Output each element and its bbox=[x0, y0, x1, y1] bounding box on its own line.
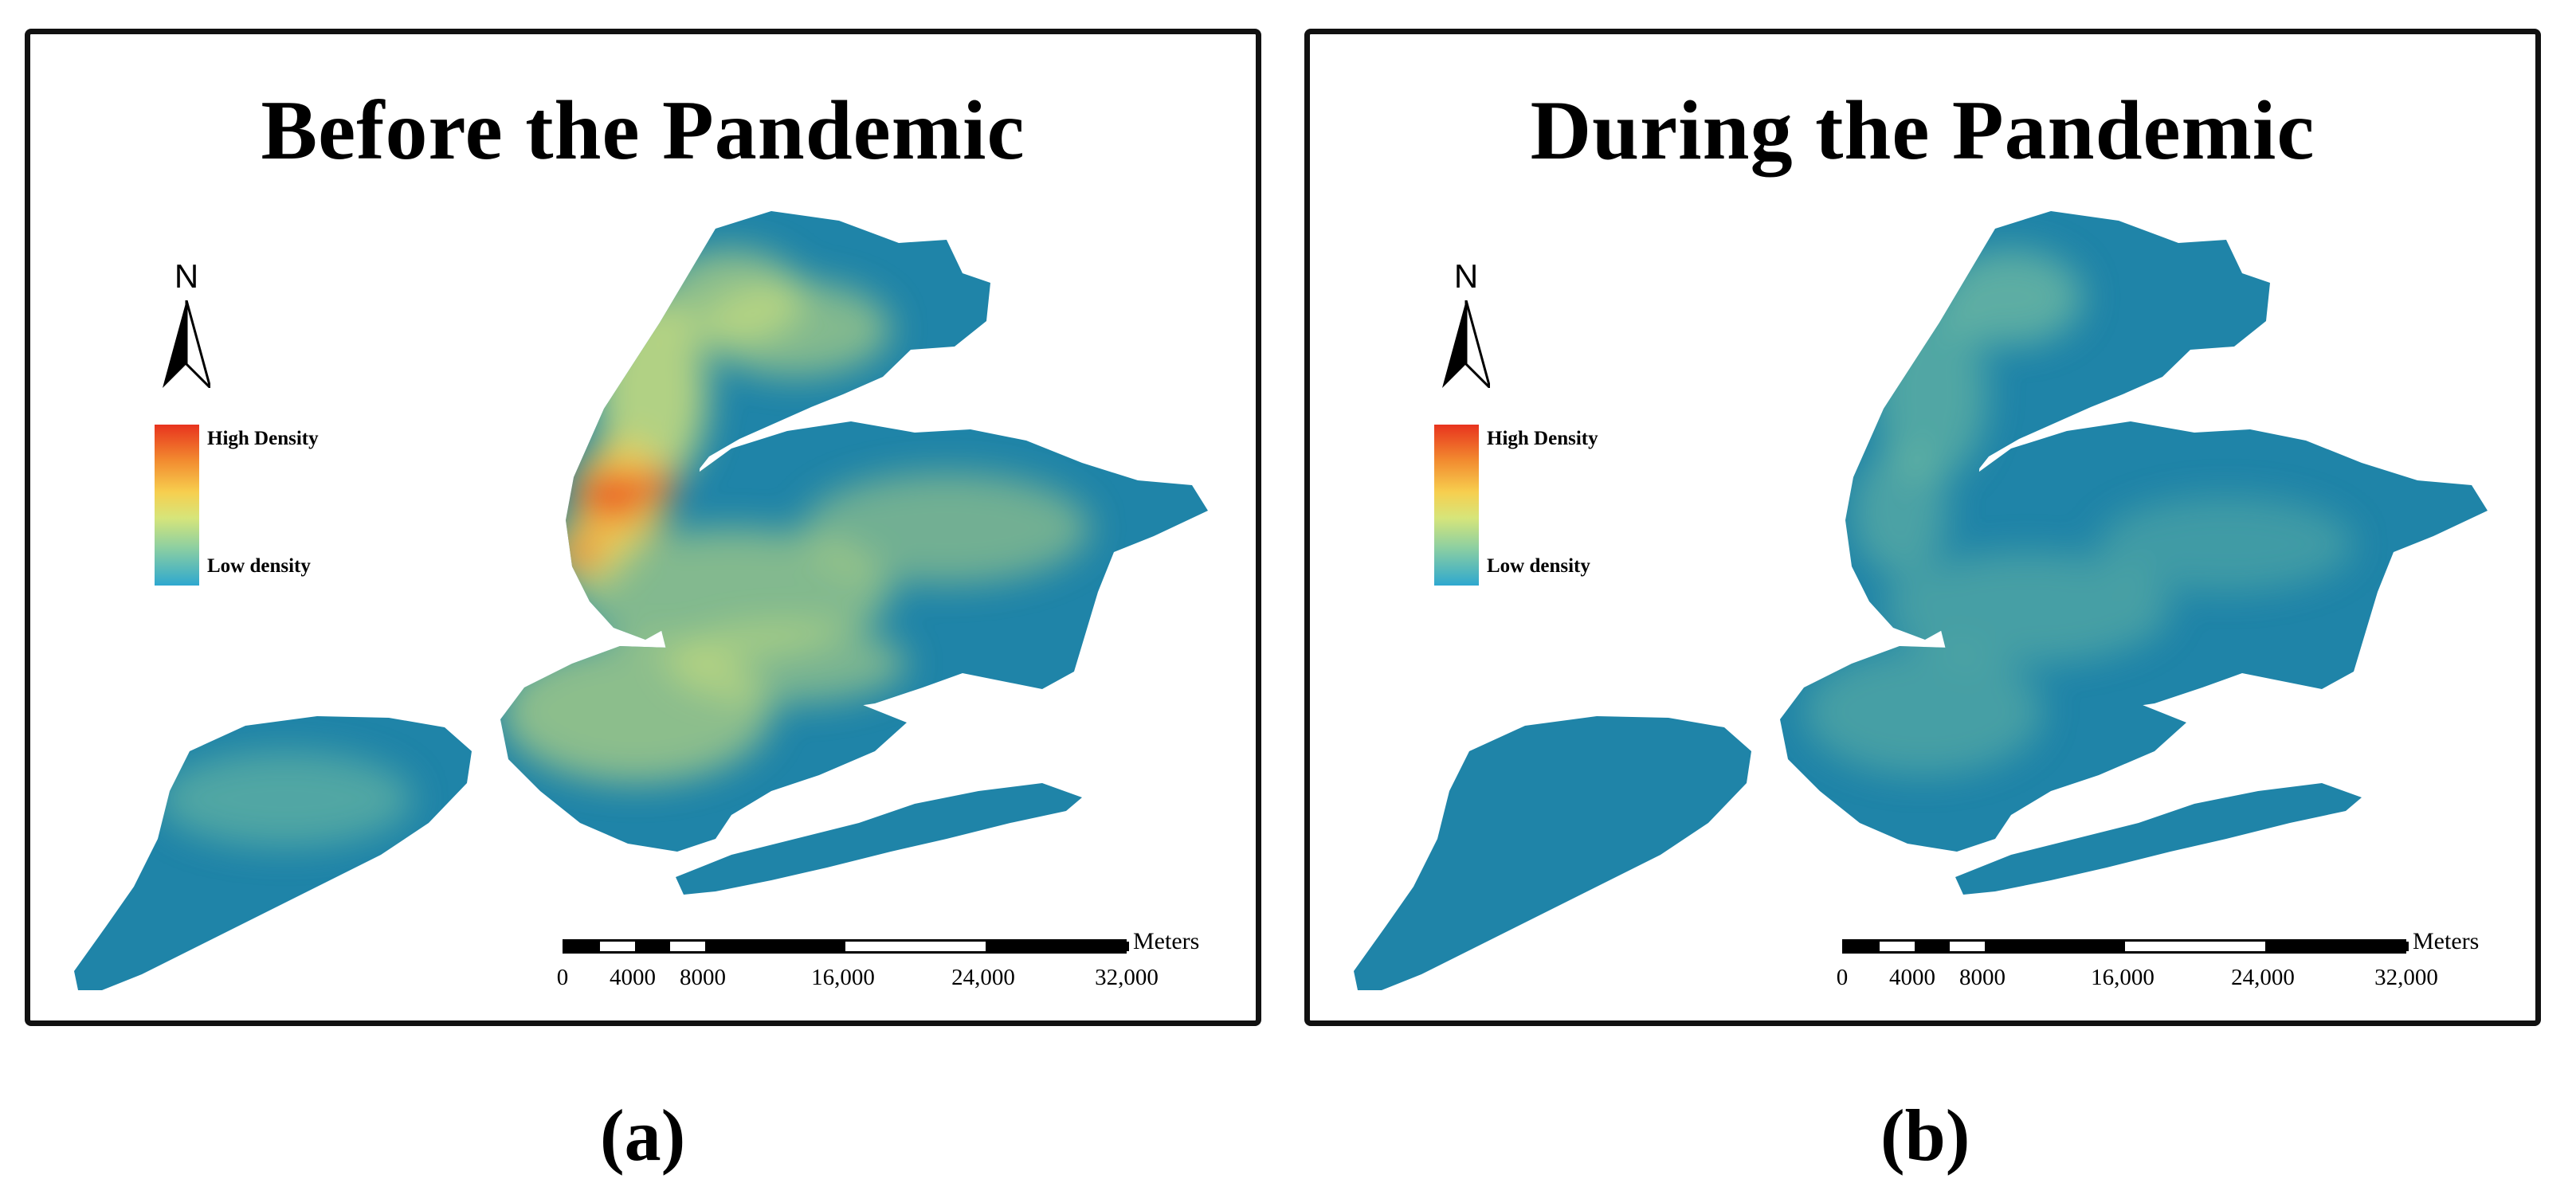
scale-tick: 32,000 bbox=[1095, 965, 1159, 990]
panel-title: During the Pandemic bbox=[1530, 84, 2315, 177]
scale-track bbox=[563, 939, 1129, 954]
density-heatmap bbox=[1804, 249, 2354, 775]
scale-tick: 4000 bbox=[1889, 965, 1935, 990]
north-label: N bbox=[1453, 257, 1479, 295]
scale-unit: Meters bbox=[1133, 928, 1200, 954]
scale-tick: 0 bbox=[1836, 965, 1849, 990]
legend-low-label: Low density bbox=[1487, 555, 1590, 577]
scale-tick: 8000 bbox=[680, 965, 726, 990]
north-arrow: N bbox=[155, 257, 218, 417]
scale-bar: Meters 0 4000 8000 16,000 24,000 32,000 bbox=[557, 928, 1232, 1019]
scale-tick: 32,000 bbox=[2374, 965, 2438, 990]
panel-caption-a: (a) bbox=[600, 1095, 686, 1176]
legend-color-ramp bbox=[155, 425, 199, 586]
scale-tick: 0 bbox=[556, 965, 569, 990]
legend-high-label: High Density bbox=[207, 428, 319, 449]
legend-high-label: High Density bbox=[1487, 428, 1598, 449]
scale-tick: 8000 bbox=[1959, 965, 2006, 990]
panel-title: Before the Pandemic bbox=[261, 84, 1025, 177]
scale-tick: 4000 bbox=[610, 965, 656, 990]
nyc-density-map bbox=[1354, 211, 2488, 990]
north-arrow: N bbox=[1434, 257, 1498, 417]
scale-track bbox=[1842, 939, 2409, 954]
density-legend: High Density Low density bbox=[1434, 425, 1641, 624]
map-panel-during: During the Pandemic N High Density Low d… bbox=[1304, 29, 2541, 1026]
scale-tick: 24,000 bbox=[2231, 965, 2295, 990]
scale-tick: 16,000 bbox=[811, 965, 875, 990]
scale-unit: Meters bbox=[2413, 928, 2480, 954]
legend-low-label: Low density bbox=[207, 555, 311, 577]
nyc-density-map bbox=[74, 211, 1208, 990]
north-arrow-icon bbox=[1442, 300, 1490, 388]
scale-bar: Meters 0 4000 8000 16,000 24,000 32,000 bbox=[1837, 928, 2511, 1019]
scale-tick: 16,000 bbox=[2091, 965, 2155, 990]
north-label: N bbox=[174, 257, 199, 295]
north-arrow-icon bbox=[163, 300, 210, 388]
map-panel-before: Before the Pandemic N High Density Low d… bbox=[25, 29, 1261, 1026]
density-legend: High Density Low density bbox=[155, 425, 362, 624]
legend-color-ramp bbox=[1434, 425, 1479, 586]
density-heatmap bbox=[158, 249, 1090, 847]
scale-tick: 24,000 bbox=[951, 965, 1015, 990]
panel-caption-b: (b) bbox=[1880, 1095, 1970, 1176]
